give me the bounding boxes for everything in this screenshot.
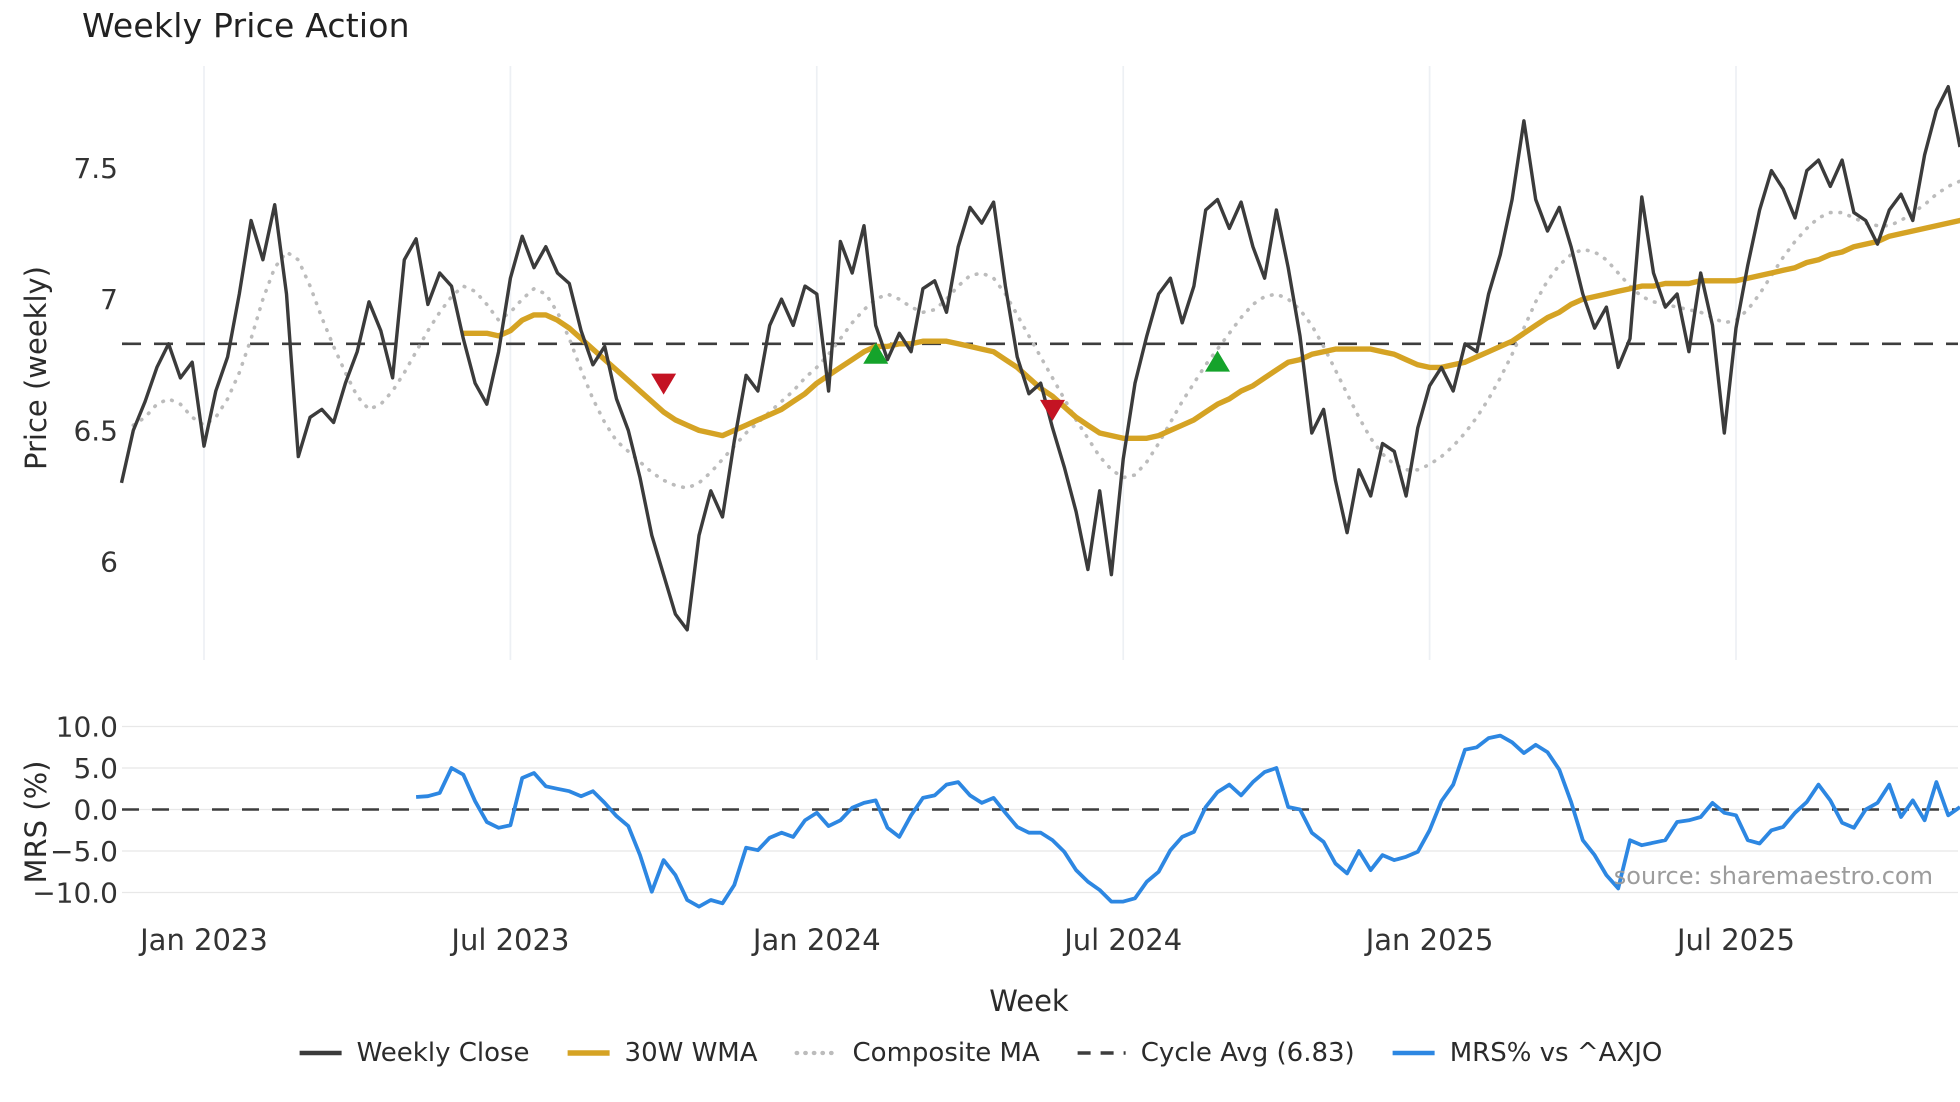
buy-signal-triangle-icon [863,342,889,364]
mrs-line [415,733,1960,909]
price-tick-label: 6 [100,546,118,579]
source-attribution: source: sharemaestro.com [1613,862,1933,890]
weekly-close-line-swatch-icon [299,1050,342,1056]
sell-signal-triangle-icon [1040,399,1066,421]
mrs-line-swatch-icon [1392,1050,1435,1056]
wma-line-swatch-icon [567,1050,610,1056]
legend-label: Cycle Avg (6.83) [1140,1038,1355,1068]
price-tick-label: 7.5 [73,152,118,185]
legend-item-cycle-avg: Cycle Avg (6.83) [1076,1038,1355,1068]
price-axis-title: Price (weekly) [19,265,53,471]
x-tick-label: Jan 2024 [751,923,881,957]
chart-title: Weekly Price Action [82,6,410,45]
price-tick-label: 6.5 [73,414,118,447]
legend-item-mrs: MRS% vs ^AXJO [1391,1038,1663,1068]
composite-ma-line [131,179,1960,490]
x-tick-label: Jan 2023 [138,923,268,957]
mrs-tick-label: 0.0 [73,794,118,827]
x-tick-label: Jul 2024 [1062,923,1182,957]
mrs-tick-label: 10.0 [56,711,118,744]
cycle-avg-dashed-swatch-icon [1077,1051,1126,1055]
x-tick-label: Jul 2023 [449,923,569,957]
mrs-tick-label: −5.0 [50,835,118,868]
weekly-close-line [119,84,1960,632]
mrs-tick-label: −10.0 [32,877,118,910]
legend-label: Composite MA [852,1038,1040,1068]
composite-dotted-swatch-icon [794,1050,840,1056]
legend-label: Weekly Close [356,1038,530,1068]
mrs-tick-label: 5.0 [73,752,118,785]
x-tick-label: Jan 2025 [1364,923,1494,957]
legend-item-weekly-close: Weekly Close [298,1038,530,1068]
legend-label: MRS% vs ^AXJO [1449,1038,1663,1068]
wma-30w-line [460,217,1960,441]
legend-label: 30W WMA [624,1038,758,1068]
price-tick-label: 7 [100,283,118,316]
legend: Weekly Close 30W WMA Composite MA Cycle … [298,1038,1663,1068]
x-axis-title: Week [989,984,1069,1018]
x-tick-label: Jul 2025 [1675,923,1795,957]
sell-signal-triangle-icon [651,373,677,395]
mrs-axis-title: MRS (%) [19,760,53,884]
buy-signal-triangle-icon [1205,350,1231,372]
legend-item-composite-ma: Composite MA [794,1038,1040,1068]
legend-item-30w-wma: 30W WMA [566,1038,758,1068]
